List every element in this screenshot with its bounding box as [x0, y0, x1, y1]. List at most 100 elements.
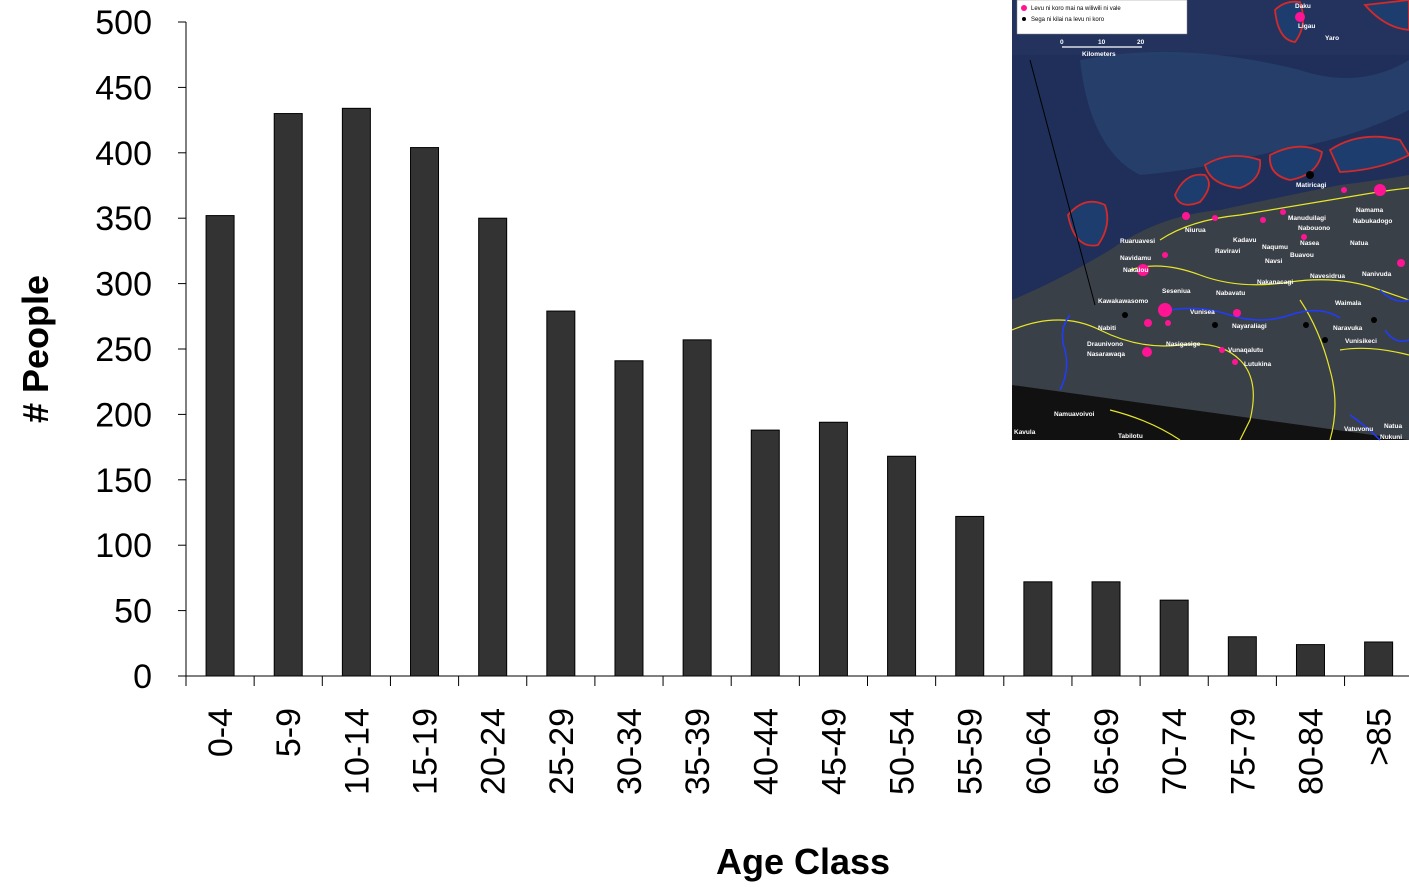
map-place-label: Nasea	[1300, 240, 1320, 247]
y-tick-label: 50	[114, 593, 152, 631]
x-tick-label: 65-69	[1088, 708, 1126, 795]
map-place-label: Kawakawasomo	[1098, 298, 1148, 305]
x-tick-label: 55-59	[952, 708, 990, 795]
map-place-label: Nanivuda	[1362, 271, 1392, 278]
x-tick-label: 70-74	[1156, 708, 1194, 795]
map-place-label: Nabouono	[1298, 225, 1330, 232]
map-river-2	[1169, 307, 1341, 321]
village-dot	[1182, 212, 1190, 220]
map-reef-5	[1274, 0, 1304, 43]
y-axis: 0 50 100 150 200 250 300 350 400 450 500	[95, 4, 187, 696]
bar	[1364, 641, 1394, 677]
map-reef-6	[1363, 0, 1409, 31]
map-reef-3	[1203, 155, 1262, 189]
map-place-label: Nayaraliagi	[1232, 323, 1267, 330]
map-land-shadow	[1012, 385, 1409, 440]
bar	[818, 421, 848, 677]
village-dot	[1260, 217, 1266, 223]
map-boundary-2	[1129, 265, 1409, 301]
bar	[1295, 644, 1325, 677]
village-dot	[1306, 171, 1314, 179]
scale-tick-label: 20	[1137, 39, 1145, 46]
map-place-label: Nasarawaqa	[1087, 351, 1125, 358]
village-dot	[1280, 209, 1286, 215]
map-place-label: Vunisea	[1190, 309, 1215, 316]
bar	[341, 107, 371, 677]
bar	[955, 515, 985, 677]
map-reef-shelf	[1080, 52, 1409, 175]
bar	[410, 147, 440, 677]
map-place-label: Manuduilagi	[1288, 215, 1326, 222]
map-reef-1	[1067, 200, 1109, 247]
y-tick-label: 100	[95, 527, 152, 565]
map-place-label: Naqumu	[1262, 244, 1288, 251]
legend-item-label: Levu ni koro mai na wiliwili ni vale	[1031, 6, 1121, 12]
map-river-3	[1379, 289, 1409, 302]
map-reef-2	[1174, 173, 1210, 206]
x-tick-label: 5-9	[270, 708, 308, 757]
map-place-label: Natua	[1350, 240, 1368, 247]
x-tick-label: 25-29	[543, 708, 581, 795]
map-place-label: Vunaqalutu	[1228, 347, 1263, 354]
x-tick-label: 10-14	[338, 708, 376, 795]
map-river-4	[1384, 329, 1409, 342]
village-dot	[1232, 359, 1238, 365]
village-dot	[1397, 259, 1405, 267]
village-dot	[1219, 347, 1225, 353]
bar	[887, 455, 917, 677]
map-place-label: Daku	[1295, 3, 1311, 10]
bar	[682, 339, 712, 677]
map-place-label: Niurua	[1185, 227, 1206, 234]
y-tick-label: 500	[95, 4, 152, 42]
map-place-label: Vatuvonu	[1344, 426, 1373, 433]
map-place-label: Tabilotu	[1118, 433, 1143, 440]
bar	[205, 215, 235, 677]
y-tick-label: 150	[95, 462, 152, 500]
village-dot	[1374, 184, 1386, 196]
village-dot	[1212, 322, 1218, 328]
village-dot	[1212, 215, 1218, 221]
scale-tick-label: 0	[1060, 39, 1064, 46]
map-place-label: Nasigasige	[1166, 341, 1201, 348]
map-diagonal-line	[1029, 59, 1096, 306]
map-place-label: Kavula	[1014, 429, 1036, 436]
y-tick-label: 0	[133, 658, 152, 696]
map-place-label: Namama	[1356, 207, 1383, 214]
village-dot	[1142, 347, 1152, 357]
map-place-label: Nabavatu	[1216, 290, 1245, 297]
x-tick-label: 45-49	[815, 708, 853, 795]
map-river-5	[1349, 414, 1381, 441]
map-place-label: Seseniua	[1162, 288, 1191, 295]
map-place-label: Waimala	[1335, 300, 1362, 307]
legend-marker-black	[1022, 17, 1026, 21]
map-place-label: Nabiti	[1098, 325, 1116, 332]
map-legend-box: Levu ni koro mai na wiliwili ni vale Seg…	[1016, 0, 1188, 35]
x-axis-title: Age Class	[716, 841, 890, 882]
y-tick-label: 300	[95, 266, 152, 304]
legend-item-label: Sega ni kilai na levu ni koro	[1031, 17, 1105, 23]
y-tick-label: 200	[95, 396, 152, 434]
x-tick-label: 80-84	[1292, 708, 1330, 795]
y-tick-label: 400	[95, 135, 152, 173]
bar	[273, 113, 303, 677]
map-place-label: Kadavu	[1233, 237, 1257, 244]
bars-group	[205, 107, 1394, 677]
x-tick-label: 75-79	[1224, 708, 1262, 795]
map-boundary-4	[1299, 299, 1336, 441]
y-tick-label: 450	[95, 69, 152, 107]
x-tick-label: 40-44	[747, 708, 785, 795]
bar	[1023, 581, 1053, 677]
x-tick-label: 60-64	[1020, 708, 1058, 795]
map-place-label: Namuavoivoi	[1054, 411, 1095, 418]
village-dot	[1303, 322, 1309, 328]
village-dot	[1295, 12, 1305, 22]
y-tick-label: 250	[95, 331, 152, 369]
village-dot	[1122, 312, 1128, 318]
y-axis-title: # People	[15, 275, 56, 423]
bar	[614, 360, 644, 677]
map-boundary-5	[1339, 347, 1409, 356]
map-place-label: Naravuka	[1333, 325, 1363, 332]
x-tick-label: 50-54	[884, 708, 922, 795]
village-dot	[1158, 303, 1172, 317]
